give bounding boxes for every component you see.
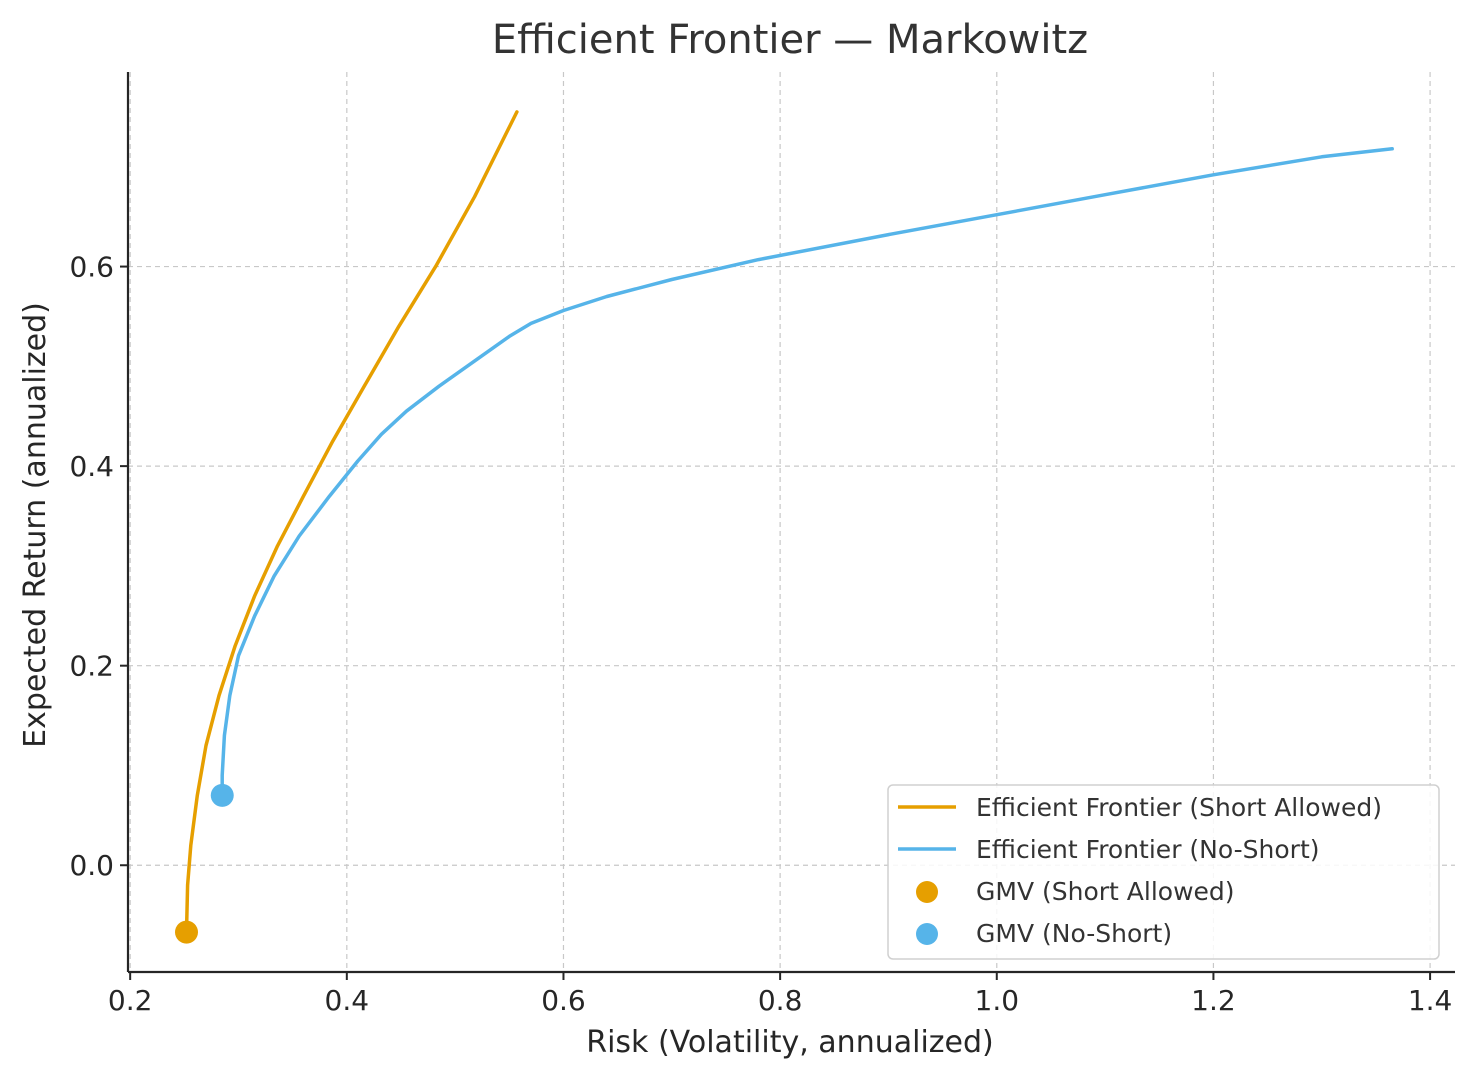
legend-box <box>887 784 1440 960</box>
y-tick-label: 0.4 <box>69 450 114 483</box>
ticks: 0.2 0.4 0.6 0.8 1.0 1.2 1.4 0.0 0.2 0.4 0.6 <box>69 251 1452 1017</box>
axes <box>126 72 1455 974</box>
gmv-point-no-short <box>210 783 234 807</box>
legend-label-gmv-short: GMV (Short Allowed) <box>976 877 1235 906</box>
legend: Efficient Frontier (Short Allowed) Effic… <box>887 784 1440 960</box>
chart-title: Efficient Frontier — Markowitz <box>492 17 1088 63</box>
x-tick-label: 0.4 <box>325 984 370 1017</box>
x-axis-label: Risk (Volatility, annualized) <box>586 1025 993 1060</box>
x-tick-label: 1.4 <box>1408 984 1453 1017</box>
y-axis-label: Expected Return (annualized) <box>18 302 53 748</box>
frontier-line-no-short <box>220 147 1394 798</box>
legend-label-gmv-noshort: GMV (No-Short) <box>976 919 1172 948</box>
x-tick-label: 1.0 <box>975 984 1020 1017</box>
y-tick-label: 0.6 <box>69 251 114 284</box>
legend-marker-gmv-short <box>916 881 938 903</box>
x-tick-label: 0.8 <box>758 984 803 1017</box>
legend-label-short-line: Efficient Frontier (Short Allowed) <box>976 793 1382 822</box>
gmv-point-short-allowed <box>174 920 198 944</box>
legend-label-noshort-line: Efficient Frontier (No-Short) <box>976 835 1320 864</box>
legend-marker-gmv-noshort <box>916 923 938 945</box>
x-tick-label: 1.2 <box>1191 984 1236 1017</box>
y-tick-label: 0.0 <box>69 849 114 882</box>
y-tick-label: 0.2 <box>69 650 114 683</box>
frontier-line-short-allowed <box>184 110 519 934</box>
x-tick-label: 0.2 <box>108 984 153 1017</box>
series-layer <box>174 110 1394 944</box>
x-tick-label: 0.6 <box>541 984 586 1017</box>
